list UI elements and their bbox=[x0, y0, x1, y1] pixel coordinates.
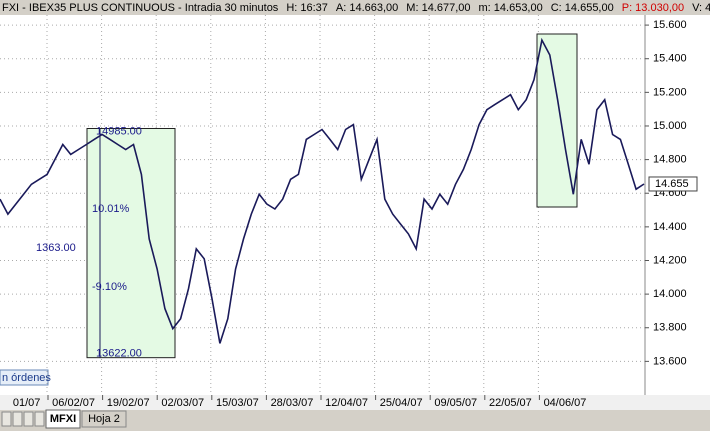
date-label: 28/03/07 bbox=[271, 397, 314, 409]
tab-label: Hoja 2 bbox=[88, 413, 120, 425]
measure-box bbox=[86, 127, 176, 359]
date-label: 15/03/07 bbox=[216, 397, 259, 409]
last-price-label: 14.655 bbox=[655, 178, 689, 190]
tab-bar bbox=[0, 410, 710, 431]
header-text: FXI - IBEX35 PLUS CONTINUOUS - Intradia … bbox=[2, 2, 279, 14]
tab-nav bbox=[1, 411, 45, 427]
header-text: C: 14.655,00 bbox=[551, 2, 614, 14]
date-label: 09/05/07 bbox=[434, 397, 477, 409]
measure-label: 13622.00 bbox=[96, 348, 142, 360]
date-axis-band bbox=[0, 395, 710, 410]
y-tick-label: 14.000 bbox=[653, 288, 687, 300]
header-text: P: 13.030,00 bbox=[622, 2, 684, 14]
date-label: 02/03/07 bbox=[161, 397, 204, 409]
y-tick-label: 15.200 bbox=[653, 86, 687, 98]
date-label: 04/06/07 bbox=[544, 397, 587, 409]
tab[interactable] bbox=[81, 410, 127, 428]
y-tick-label: 15.400 bbox=[653, 53, 687, 65]
y-tick-label: 15.600 bbox=[653, 19, 687, 31]
y-tick-label: 14.200 bbox=[653, 254, 687, 266]
date-label: 06/02/07 bbox=[52, 397, 95, 409]
date-label: 19/02/07 bbox=[107, 397, 150, 409]
measure-label: -9.10% bbox=[92, 281, 127, 293]
measure-label: 14985.00 bbox=[96, 125, 142, 137]
date-label: 22/05/07 bbox=[489, 397, 532, 409]
date-label: 01/07 bbox=[13, 397, 41, 409]
tab-active[interactable] bbox=[45, 409, 81, 429]
header-bar bbox=[0, 0, 710, 15]
nav-first[interactable] bbox=[1, 411, 12, 427]
header: FXI - IBEX35 PLUS CONTINUOUS - Intradia … bbox=[2, 2, 710, 14]
date-label: 25/04/07 bbox=[380, 397, 423, 409]
header-text: V: 4 bbox=[692, 2, 710, 14]
last-price-tag bbox=[648, 176, 698, 192]
y-tick-label: 15.000 bbox=[653, 120, 687, 132]
price-line bbox=[0, 37, 645, 344]
nav-next[interactable] bbox=[23, 411, 34, 427]
y-tick-label: 13.800 bbox=[653, 322, 687, 334]
y-tick-label: 14.800 bbox=[653, 154, 687, 166]
header-text: m: 14.653,00 bbox=[479, 2, 543, 14]
nav-last[interactable] bbox=[34, 411, 45, 427]
header-text: A: 14.663,00 bbox=[336, 2, 398, 14]
tab-label: MFXI bbox=[50, 413, 76, 425]
orders-button-label: n órdenes bbox=[2, 372, 51, 384]
y-tick-label: 14.400 bbox=[653, 221, 687, 233]
measure-label: 1363.00 bbox=[36, 242, 76, 254]
nav-prev[interactable] bbox=[12, 411, 23, 427]
header-text: H: 16:37 bbox=[286, 2, 328, 14]
measure-label: 10.01% bbox=[92, 203, 130, 215]
y-tick-label: 13.600 bbox=[653, 355, 687, 367]
header-text: M: 14.677,00 bbox=[406, 2, 470, 14]
orders-button[interactable] bbox=[0, 369, 49, 386]
date-label: 12/04/07 bbox=[325, 397, 368, 409]
